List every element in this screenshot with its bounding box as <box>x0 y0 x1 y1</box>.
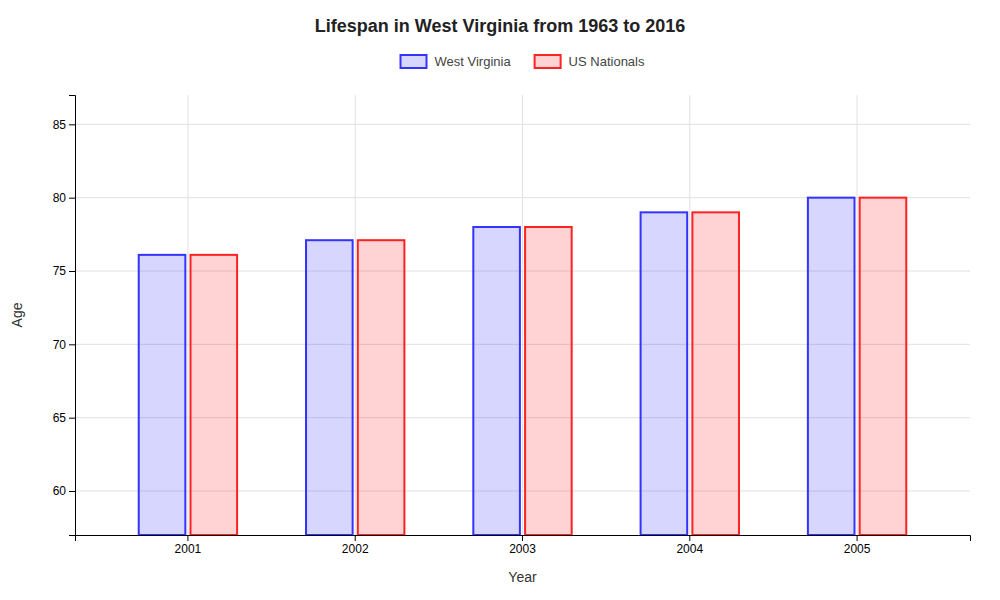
y-axis-line <box>69 96 76 536</box>
x-tick-label: 2002 <box>342 542 369 556</box>
plot: 2001 2002 2003 2004 2005 60 65 70 75 80 85 <box>53 95 971 556</box>
chart: 2001 2002 2003 2004 2005 60 65 70 75 80 85 Year Age L… <box>0 0 1000 600</box>
bar <box>641 212 688 535</box>
y-tick: 70 <box>53 338 75 352</box>
y-tick: 85 <box>53 118 75 132</box>
y-tick: 80 <box>53 191 75 205</box>
grid-line <box>857 95 858 535</box>
y-tick-mark <box>69 124 75 125</box>
bar-series <box>139 198 855 535</box>
y-tick-mark <box>69 198 75 199</box>
x-tick: 2005 <box>844 535 871 556</box>
x-tick: 2002 <box>342 535 369 556</box>
grid-line <box>689 95 690 535</box>
legend-label: US Nationals <box>569 54 645 69</box>
y-tick-label: 65 <box>53 411 67 425</box>
bar <box>306 240 353 535</box>
y-tick-label: 80 <box>53 191 67 205</box>
y-tick: 65 <box>53 411 75 425</box>
title: Lifespan in West Virginia from 1963 to 2… <box>315 16 685 36</box>
y-tick-label: 85 <box>53 118 67 132</box>
y-tick-mark <box>69 491 75 492</box>
grid-line <box>187 95 188 535</box>
legend: West Virginia US Nationals <box>401 54 645 69</box>
y-axis-title: Age <box>9 302 25 327</box>
x-tick-label: 2004 <box>676 542 703 556</box>
x-tick-label: 2005 <box>844 542 871 556</box>
bar <box>692 212 739 535</box>
y-tick-label: 70 <box>53 338 67 352</box>
x-axis: 2001 2002 2003 2004 2005 <box>76 535 971 556</box>
y-tick-label: 60 <box>53 484 67 498</box>
bar <box>139 255 186 535</box>
legend-item: West Virginia <box>401 54 512 69</box>
grid-line <box>522 95 523 535</box>
x-tick-label: 2003 <box>509 542 536 556</box>
x-axis-title: Year <box>508 569 537 585</box>
bar <box>358 240 405 535</box>
y-axis: 60 65 70 75 80 85 <box>53 96 76 536</box>
bar <box>525 227 572 535</box>
x-tick-mark <box>187 535 188 541</box>
y-tick: 60 <box>53 484 75 498</box>
y-tick: 75 <box>53 264 75 278</box>
x-tick: 2004 <box>676 535 703 556</box>
x-tick-mark <box>522 535 523 541</box>
x-axis-line <box>76 536 971 542</box>
x-tick-mark <box>355 535 356 541</box>
x-tick-mark <box>857 535 858 541</box>
grid <box>75 95 970 535</box>
x-tick: 2001 <box>175 535 202 556</box>
y-tick-mark <box>69 344 75 345</box>
bars <box>139 198 907 535</box>
x-tick: 2003 <box>509 535 536 556</box>
legend-swatch <box>401 55 427 68</box>
legend-swatch <box>535 55 561 68</box>
bar <box>191 255 238 535</box>
x-tick-mark <box>689 535 690 541</box>
legend-label: West Virginia <box>435 54 512 69</box>
grid-line <box>355 95 356 535</box>
y-tick-mark <box>69 418 75 419</box>
x-tick-label: 2001 <box>175 542 202 556</box>
bar <box>473 227 520 535</box>
bar-series <box>191 198 907 535</box>
bar <box>808 198 855 535</box>
y-tick-label: 75 <box>53 264 67 278</box>
bar <box>860 198 907 535</box>
y-tick-mark <box>69 271 75 272</box>
legend-item: US Nationals <box>535 54 645 69</box>
